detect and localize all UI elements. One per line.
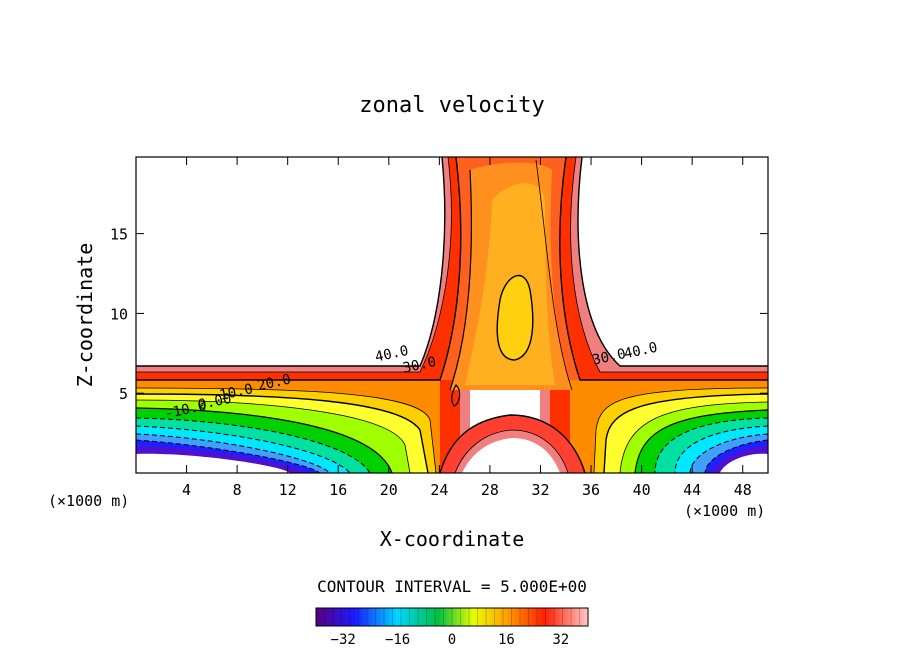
contour-interval-text: CONTOUR INTERVAL = 5.000E+00 — [317, 577, 587, 596]
x-tick-label: 32 — [531, 481, 549, 499]
colorbar-stripes — [324, 608, 580, 626]
y-tick-label: 10 — [110, 305, 128, 323]
x-tick-label: 48 — [734, 481, 752, 499]
x-axis: 4 8 12 16 20 24 28 32 36 40 44 48 — [182, 157, 752, 499]
band-empty-left — [136, 453, 290, 473]
x-axis-label: X-coordinate — [380, 527, 525, 551]
colorbar-tick-label: 0 — [448, 632, 456, 648]
contour-label: 30.0 — [401, 354, 437, 377]
colorbar-tick-label: −16 — [385, 632, 410, 648]
contour-label: 10.0 — [218, 381, 254, 404]
y-tick-label: 5 — [119, 385, 128, 403]
y-axis: 5 10 15 — [110, 226, 768, 403]
colorbar-tick-label: 16 — [498, 632, 515, 648]
plot-frame — [135, 156, 769, 474]
contour-lines — [136, 157, 768, 473]
x-tick-label: 28 — [481, 481, 499, 499]
contour-label: 0.00 — [197, 391, 233, 414]
colorbar-ticks: −32 −16 0 16 32 — [331, 632, 570, 648]
contour-label: 40.0 — [623, 340, 659, 363]
chart-title: zonal velocity — [359, 93, 544, 118]
contour-labels: 40.030.020.010.00.00-10.030.040.0 — [163, 340, 658, 423]
x-tick-label: 44 — [683, 481, 701, 499]
x-tick-label: 40 — [633, 481, 651, 499]
x-tick-label: 4 — [182, 481, 191, 499]
x-tick-label: 8 — [233, 481, 242, 499]
contour-label: 40.0 — [374, 343, 410, 366]
contour-label: 30.0 — [591, 346, 627, 369]
x-tick-label: 16 — [329, 481, 347, 499]
y-tick-label: 15 — [110, 226, 128, 244]
x-tick-label: 12 — [279, 481, 297, 499]
colorbar-tick-label: 32 — [552, 632, 569, 648]
contour-field — [136, 157, 768, 473]
colorbar: −32 −16 0 16 32 — [315, 607, 589, 648]
colorbar-tick-label: −32 — [331, 632, 356, 648]
y-axis-label: Z-coordinate — [73, 243, 97, 388]
x-tick-label: 24 — [430, 481, 448, 499]
x-unit-right: (×1000 m) — [684, 502, 765, 520]
x-tick-label: 36 — [582, 481, 600, 499]
x-tick-label: 20 — [380, 481, 398, 499]
core-yellow — [497, 275, 533, 360]
x-unit-left: (×1000 m) — [48, 492, 129, 510]
dome-white — [462, 438, 560, 473]
contour-label: 20.0 — [256, 372, 292, 395]
